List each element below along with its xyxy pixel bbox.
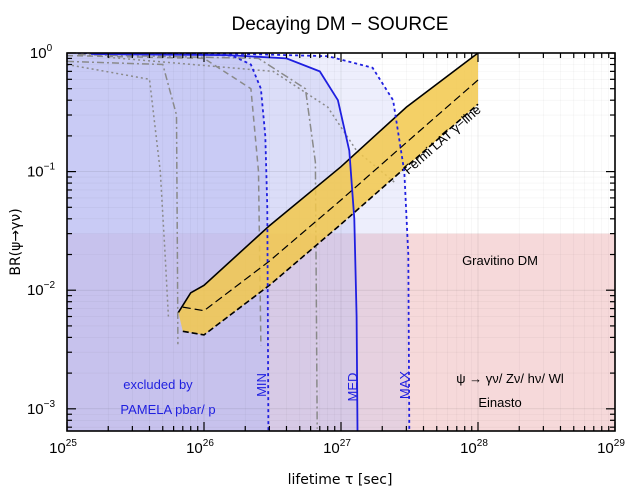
- y-tick-label: 10−3: [27, 399, 56, 418]
- chart-title: Decaying DM − SOURCE: [232, 14, 449, 35]
- y-axis-label: BR(ψ→γν): [8, 208, 24, 275]
- pamela-contour-1: [67, 54, 262, 346]
- axes: 1025 1026 1027 1028 1029 100 10−1 10−2 10−3: [27, 43, 625, 457]
- x-axis-label: lifetime τ [sec]: [288, 472, 393, 488]
- y-tick-label: 10−2: [27, 280, 56, 299]
- series-max-line: [91, 53, 411, 431]
- pamela-contour-3: [67, 63, 170, 317]
- pamela-contour-2: [77, 53, 318, 429]
- y-tick-label: 10−1: [27, 162, 56, 181]
- x-tick-label: 1028: [460, 438, 488, 457]
- series-min-line: [77, 53, 270, 431]
- pamela-contour-4: [108, 56, 396, 184]
- x-tick-label: 1025: [49, 438, 77, 457]
- pamela-contour-0: [67, 60, 179, 345]
- y-tick-label: 100: [30, 43, 53, 62]
- pamela-label: PAMELA pbar/ p: [120, 402, 215, 417]
- plot-area: [67, 53, 615, 431]
- profile-label: Einasto: [478, 395, 521, 410]
- fermi-band-central: [182, 79, 479, 312]
- fermi-band-fill: [178, 53, 478, 335]
- x-tick-label: 1027: [323, 438, 351, 457]
- x-tick-label: 1029: [597, 438, 625, 457]
- max-label: MAX: [397, 371, 412, 400]
- fermi-band-lower-edge: [182, 103, 479, 336]
- min-label: MIN: [254, 373, 269, 397]
- excluded-label: excluded by: [123, 377, 193, 392]
- med-label: MED: [345, 373, 360, 402]
- excluded-region-min: [67, 53, 269, 431]
- channel-label: ψ → γν/ Zν/ hν/ Wl: [456, 371, 564, 386]
- gravitino-label: Gravitino DM: [462, 253, 538, 268]
- x-tick-label: 1026: [186, 438, 214, 457]
- fermi-band-upper-edge: [177, 53, 479, 313]
- series-med-line: [91, 53, 359, 431]
